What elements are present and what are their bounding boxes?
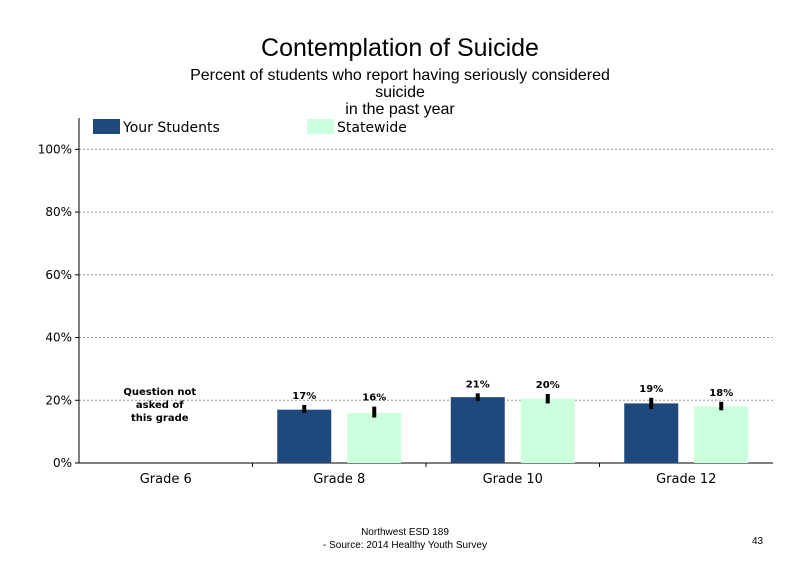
data-label: 20%	[536, 380, 560, 391]
subtitle-line-1: Percent of students who report having se…	[190, 67, 610, 84]
subtitle-line-3: in the past year	[345, 101, 455, 118]
y-tick-label: 60%	[45, 268, 72, 282]
footer-source: - Source: 2014 Healthy Youth Survey	[323, 540, 487, 551]
not-asked-note: this grade	[131, 413, 189, 424]
bar-your-students	[450, 397, 505, 463]
data-label: 16%	[362, 393, 386, 404]
x-category-label: Grade 8	[313, 472, 365, 487]
page-number: 43	[752, 536, 764, 547]
legend-swatch	[93, 119, 120, 134]
legend-swatch	[307, 119, 334, 134]
bar-statewide	[694, 406, 749, 463]
x-category-label: Grade 12	[656, 472, 716, 487]
y-tick-label: 80%	[45, 205, 72, 219]
x-category-label: Grade 6	[140, 472, 192, 487]
chart-title: Contemplation of Suicide	[261, 34, 539, 62]
not-asked-note: asked of	[136, 400, 184, 411]
not-asked-note: Question not	[123, 387, 196, 398]
subtitle-line-2: suicide	[375, 84, 425, 101]
y-tick-label: 100%	[38, 142, 72, 156]
y-tick-label: 40%	[45, 331, 72, 345]
legend-label: Statewide	[337, 120, 407, 136]
bar-statewide	[520, 398, 575, 463]
data-label: 21%	[466, 379, 490, 390]
legend-label: Your Students	[122, 120, 220, 136]
data-label: 19%	[639, 384, 663, 395]
bar-statewide	[347, 412, 402, 463]
footer-org: Northwest ESD 189	[361, 527, 449, 538]
data-label: 18%	[709, 388, 733, 399]
y-tick-label: 20%	[45, 393, 72, 407]
bar-your-students	[277, 409, 332, 463]
chart-subtitle: Percent of students who report having se…	[180, 67, 620, 118]
footer: Northwest ESD 189 - Source: 2014 Healthy…	[270, 526, 540, 552]
x-category-label: Grade 10	[483, 472, 543, 487]
bar-your-students	[624, 403, 679, 463]
y-tick-label: 0%	[53, 456, 72, 470]
data-label: 17%	[292, 391, 316, 402]
